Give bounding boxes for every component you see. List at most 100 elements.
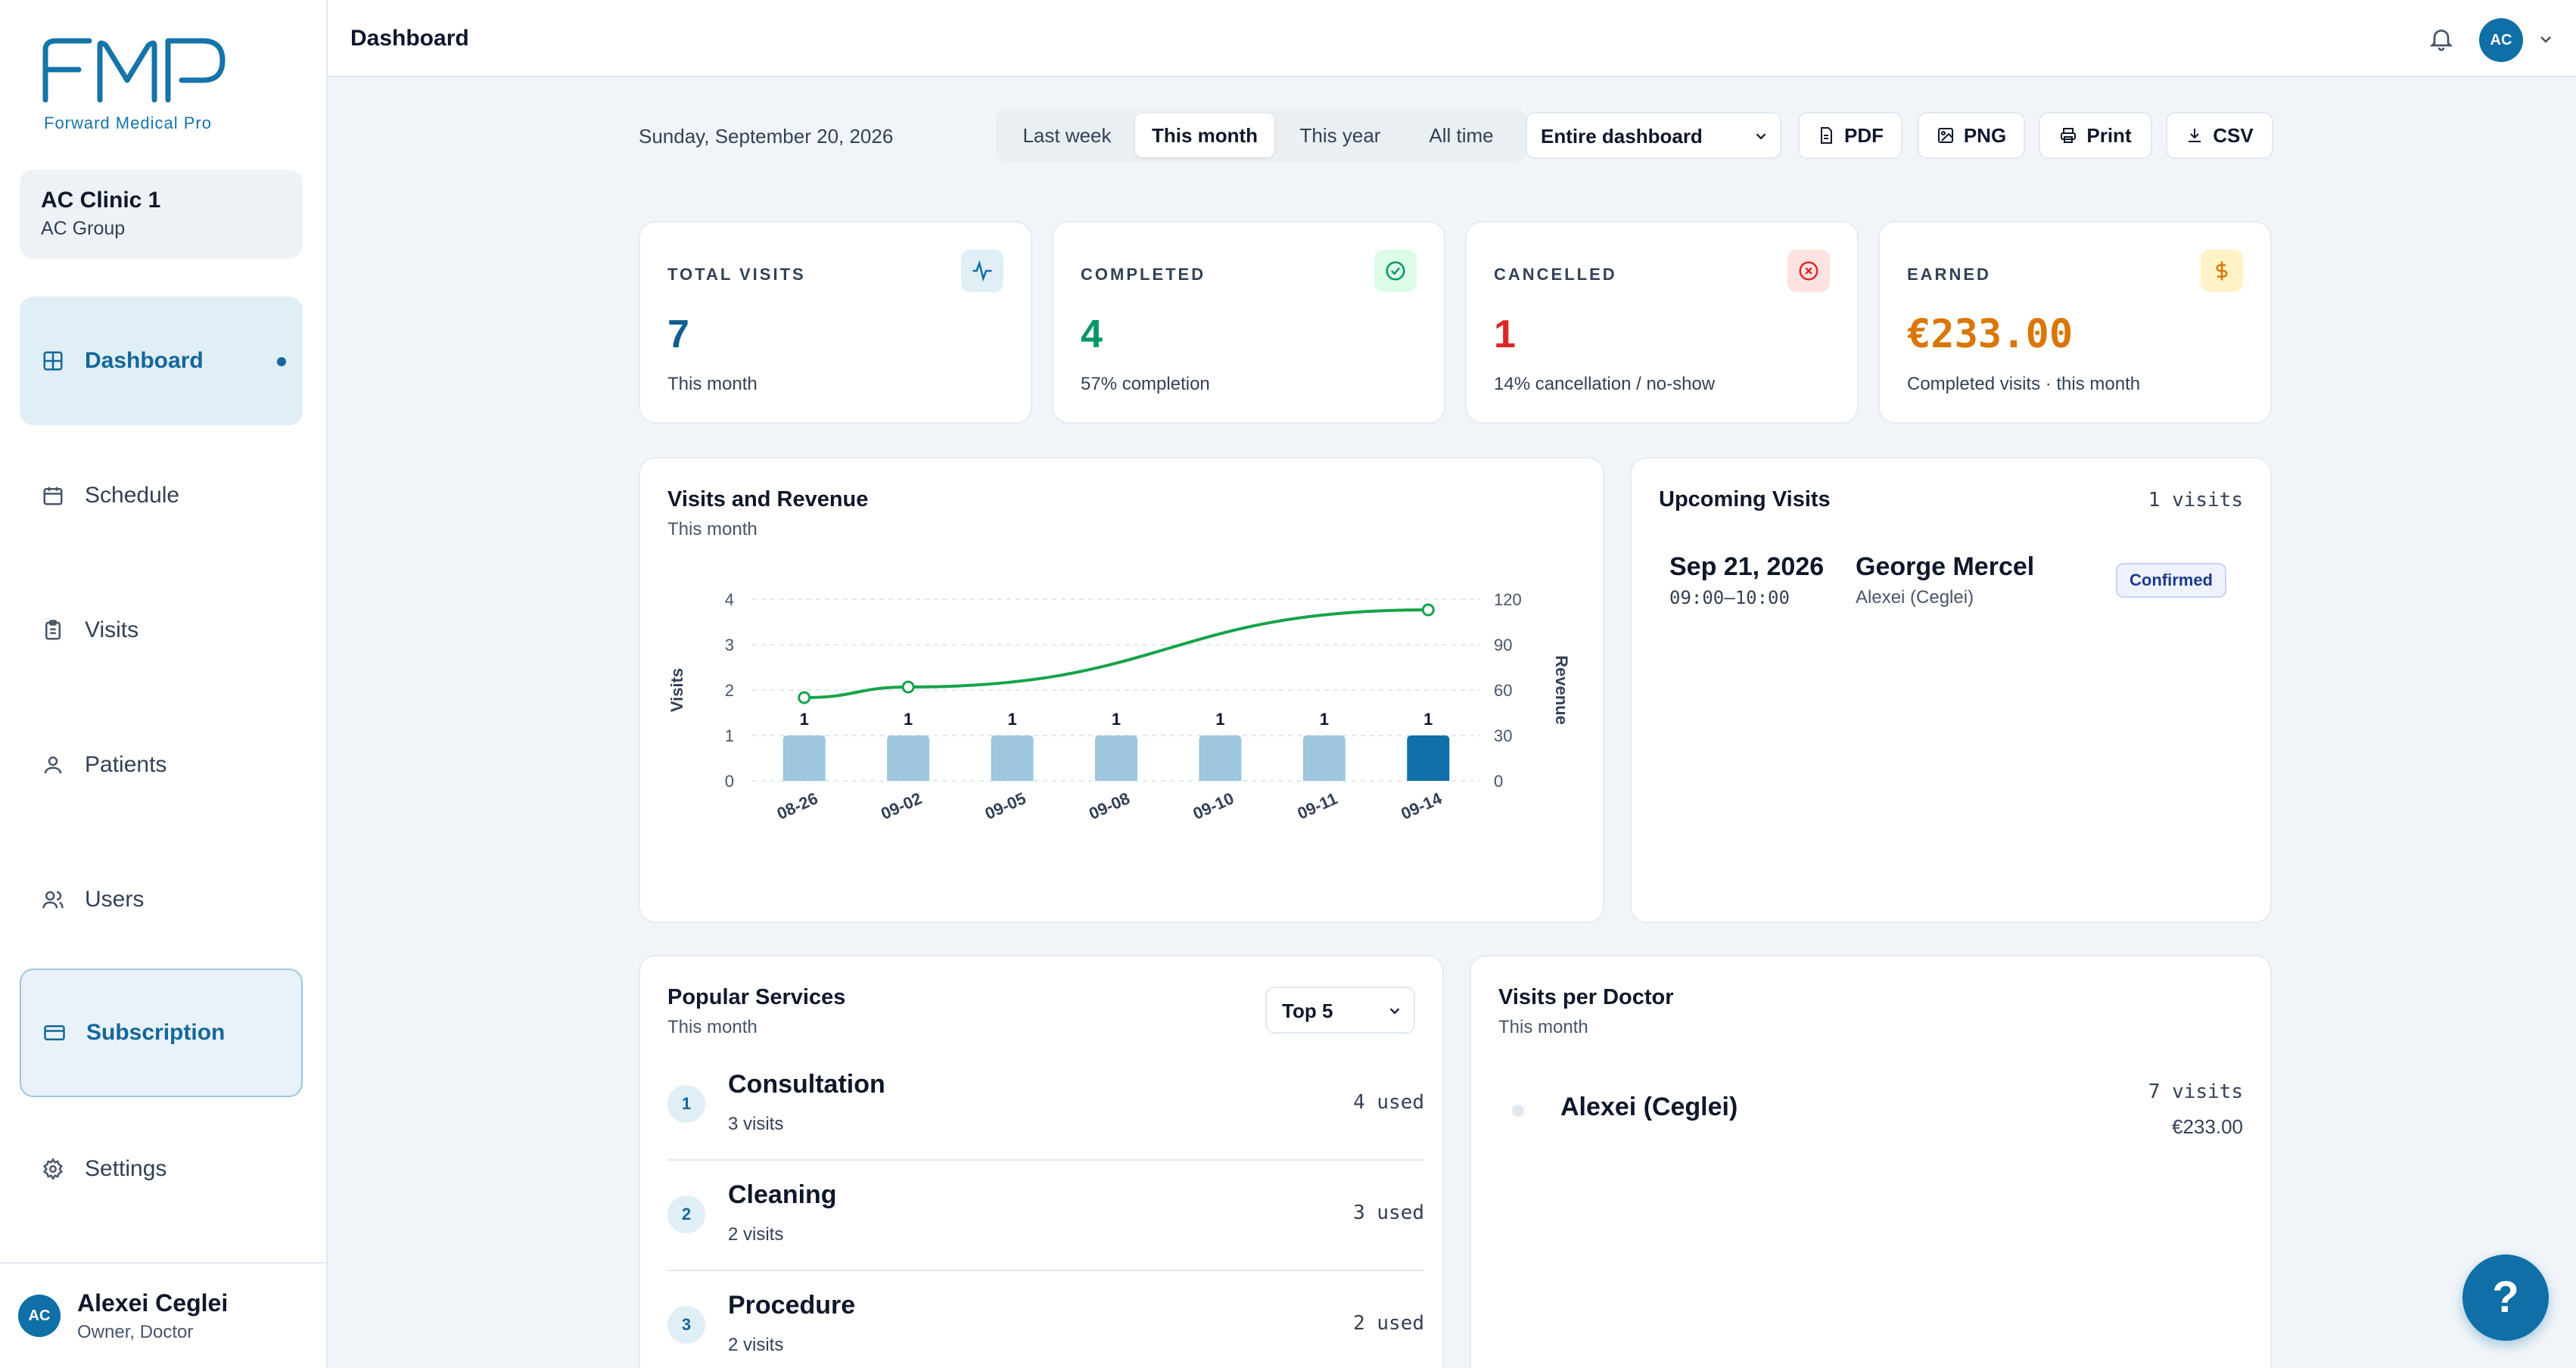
fmp-logo-icon (42, 38, 226, 103)
stat-card-completed: COMPLETED 4 57% completion (1052, 221, 1445, 424)
user-icon (41, 753, 65, 777)
sidebar-item-schedule[interactable]: Schedule (20, 431, 303, 560)
gear-icon (41, 1157, 65, 1181)
list-item[interactable]: 2 Cleaning 2 visits 3 used (667, 1161, 1424, 1271)
y2-axis-label: Revenue (1552, 655, 1571, 725)
stat-card-earned: EARNED €233.00 Completed visits · this m… (1878, 221, 2272, 424)
bar-value-label: 1 (800, 710, 809, 729)
user-name: Alexei Ceglei (77, 1289, 229, 1317)
bar-value-label: 1 (1215, 710, 1224, 729)
y2-tick-label: 30 (1494, 726, 1512, 745)
png-label: PNG (1963, 123, 2007, 147)
service-name: Consultation (728, 1070, 885, 1099)
visit-patient: George Mercel (1856, 552, 2035, 581)
sidebar-item-label: Dashboard (85, 348, 204, 373)
calendar-icon (41, 483, 65, 508)
user-role: Owner, Doctor (77, 1321, 194, 1342)
export-png-button[interactable]: PNG (1918, 112, 2025, 159)
visits-revenue-chart-card: Visits and Revenue This month 0 1 2 3 4 0 30 60… (639, 457, 1604, 923)
bar-value-label: 1 (1423, 710, 1433, 729)
doctor-name: Alexei (Ceglei) (1560, 1093, 1738, 1121)
stat-value: 7 (667, 312, 689, 356)
brand-logo[interactable]: Forward Medical Pro (41, 35, 232, 133)
list-item[interactable]: 1 Consultation 3 visits 4 used (667, 1050, 1424, 1161)
bar-09-08 (1095, 735, 1137, 781)
sidebar-item-visits[interactable]: Visits (20, 566, 303, 695)
sidebar-item-subscription[interactable]: Subscription (20, 968, 303, 1097)
bar-09-05 (991, 735, 1034, 781)
x-tick-label: 09-02 (878, 788, 925, 823)
visits-per-doctor-card: Visits per Doctor This month Alexei (Ceg… (1470, 955, 2272, 1368)
upcoming-visits-card: Upcoming Visits 1 visits Sep 21, 2026 09… (1630, 457, 2272, 923)
chevron-down-icon[interactable] (2537, 30, 2555, 48)
bar-08-26 (782, 735, 826, 781)
active-indicator-dot (277, 357, 286, 366)
visits-revenue-chart: 0 1 2 3 4 0 30 60 90 120 Visits Revenue 1 1 1 1 1 1 1 08-26… (667, 590, 1571, 823)
service-name: Cleaning (728, 1180, 837, 1209)
stat-subtitle: 57% completion (1081, 374, 1210, 394)
services-subtitle: This month (667, 1017, 758, 1037)
service-rank: 3 (667, 1306, 705, 1344)
visit-doctor: Alexei (Ceglei) (1856, 587, 1974, 608)
bar-value-label: 1 (1112, 710, 1121, 729)
sidebar-item-patients[interactable]: Patients (20, 701, 303, 829)
y-tick-label: 4 (725, 590, 734, 609)
sidebar-item-users[interactable]: Users (20, 835, 303, 964)
tab-this-year[interactable]: This year (1299, 124, 1381, 147)
x-tick-label: 09-11 (1295, 789, 1340, 823)
upcoming-count: 1 visits (2148, 489, 2243, 511)
sidebar-item-label: Visits (85, 617, 139, 642)
top-n-select[interactable]: Top 5 (1265, 987, 1415, 1034)
x-circle-icon (1787, 250, 1830, 292)
header-avatar[interactable]: AC (2479, 18, 2523, 62)
service-visits: 3 visits (728, 1114, 784, 1134)
export-scope-select[interactable]: Entire dashboard (1526, 112, 1781, 159)
chart-title: Visits and Revenue (667, 487, 869, 511)
export-pdf-button[interactable]: PDF (1798, 112, 1902, 159)
brand-subtitle: Forward Medical Pro (44, 113, 212, 132)
current-date: Sunday, September 20, 2026 (639, 125, 894, 148)
bell-icon[interactable] (2428, 25, 2455, 52)
bar-09-10 (1199, 735, 1242, 781)
x-tick-label: 09-05 (982, 788, 1029, 823)
visit-time: 09:00–10:00 (1669, 587, 1790, 608)
service-name: Procedure (728, 1291, 856, 1320)
clinic-group: AC Group (41, 218, 126, 239)
file-icon (1821, 127, 1832, 144)
sidebar-item-label: Settings (85, 1156, 167, 1181)
tab-this-month[interactable]: This month (1135, 113, 1274, 157)
csv-label: CSV (2213, 123, 2254, 147)
stat-subtitle: Completed visits · this month (1907, 374, 2141, 394)
check-circle-icon (1374, 250, 1417, 292)
sidebar-item-dashboard[interactable]: Dashboard (20, 297, 303, 425)
sidebar-item-settings[interactable]: Settings (20, 1105, 303, 1233)
users-icon (41, 888, 65, 912)
print-button[interactable]: Print (2039, 112, 2152, 159)
x-tick-label: 09-08 (1086, 788, 1133, 823)
export-csv-button[interactable]: CSV (2166, 112, 2273, 159)
sidebar-item-label: Users (85, 887, 145, 912)
x-tick-label: 09-10 (1190, 788, 1237, 823)
list-item[interactable]: 3 Procedure 2 visits 2 used (667, 1271, 1424, 1368)
user-profile[interactable]: AC Alexei Ceglei Owner, Doctor (0, 1262, 328, 1368)
visit-date: Sep 21, 2026 (1669, 552, 1825, 581)
sidebar-item-label: Schedule (85, 483, 180, 508)
y2-tick-label: 120 (1494, 590, 1522, 609)
popular-services-card: Popular Services This month Top 5 1 Cons… (639, 955, 1444, 1368)
bar-09-02 (887, 735, 930, 781)
service-rank: 1 (667, 1085, 705, 1123)
grid-icon (41, 349, 65, 373)
service-used: 3 used (1353, 1202, 1424, 1224)
stat-card-total-visits: TOTAL VISITS 7 This month (639, 221, 1032, 424)
status-badge: Confirmed (2116, 563, 2226, 598)
revenue-line (804, 608, 1429, 699)
tab-last-week[interactable]: Last week (1022, 124, 1112, 147)
stat-value: 1 (1494, 312, 1516, 356)
help-button[interactable]: ? (2462, 1255, 2549, 1341)
doctors-subtitle: This month (1498, 1017, 1588, 1037)
clinic-switcher[interactable]: AC Clinic 1 AC Group (20, 169, 303, 259)
image-icon (1937, 128, 1953, 143)
tab-all-time[interactable]: All time (1429, 124, 1494, 147)
y2-tick-label: 0 (1494, 772, 1503, 791)
y-tick-label: 3 (725, 636, 734, 654)
